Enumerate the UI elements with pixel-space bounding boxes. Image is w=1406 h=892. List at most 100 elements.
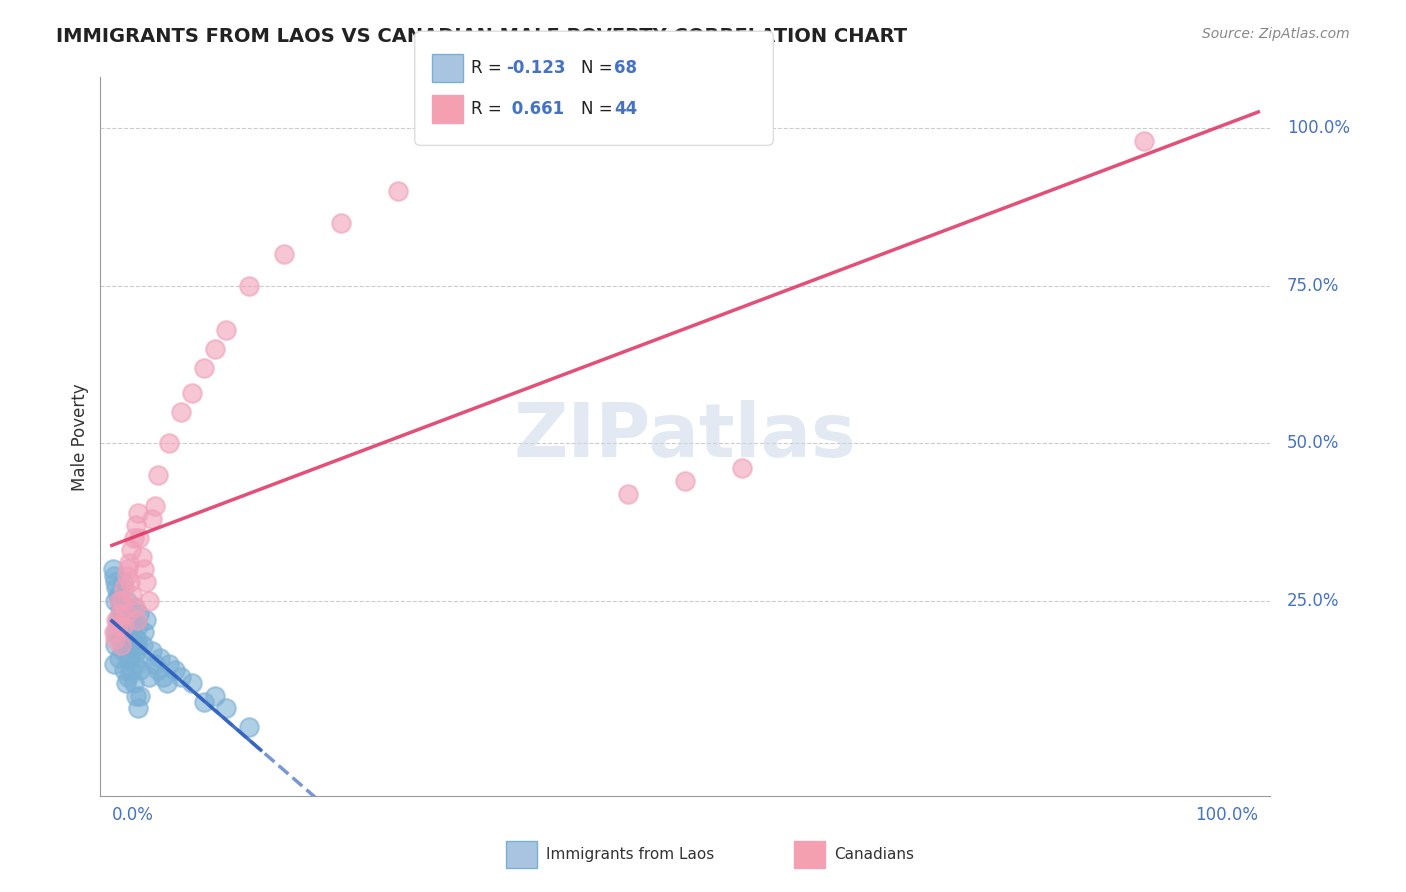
Point: [115, 568, 138, 582]
Point: [157, 436, 180, 450]
Point: [181, 676, 204, 690]
Point: [127, 701, 149, 715]
Point: [104, 638, 127, 652]
Text: 100.0%: 100.0%: [1286, 119, 1350, 136]
Text: Immigrants from Laos: Immigrants from Laos: [546, 847, 714, 862]
Point: [163, 663, 186, 677]
Text: 0.661: 0.661: [506, 100, 564, 118]
Point: [169, 670, 191, 684]
Point: [731, 461, 754, 475]
Point: [204, 342, 226, 356]
Point: [121, 613, 143, 627]
Point: [127, 619, 149, 633]
Point: [135, 574, 157, 589]
Point: [117, 613, 139, 627]
Point: [273, 247, 295, 261]
Point: [129, 663, 152, 677]
Point: [108, 600, 131, 615]
Point: [111, 613, 134, 627]
Point: [141, 644, 163, 658]
Point: [120, 574, 142, 589]
Point: [104, 632, 127, 646]
Point: [108, 607, 131, 621]
Point: [112, 574, 135, 589]
Point: [120, 663, 142, 677]
Point: [118, 650, 141, 665]
Point: [103, 625, 125, 640]
Point: [112, 625, 135, 640]
Text: R =: R =: [471, 59, 508, 77]
Point: [118, 650, 141, 665]
Point: [120, 543, 142, 558]
Point: [110, 600, 132, 615]
Point: [110, 619, 132, 633]
Point: [114, 607, 136, 621]
Point: [105, 582, 128, 596]
Point: [120, 625, 142, 640]
Point: [120, 619, 142, 633]
Point: [115, 594, 138, 608]
Point: [238, 720, 260, 734]
Point: [101, 562, 124, 576]
Point: [105, 613, 128, 627]
Text: 25.0%: 25.0%: [1286, 592, 1340, 610]
Text: -0.123: -0.123: [506, 59, 565, 77]
Text: 44: 44: [614, 100, 638, 118]
Point: [107, 650, 129, 665]
Point: [111, 607, 134, 621]
Point: [125, 518, 148, 533]
Point: [132, 625, 155, 640]
Point: [125, 632, 148, 646]
Point: [104, 594, 127, 608]
Point: [145, 500, 167, 514]
Text: 0.0%: 0.0%: [112, 805, 153, 824]
Point: [181, 385, 204, 400]
Point: [387, 184, 409, 198]
Point: [673, 474, 696, 488]
Point: [138, 594, 160, 608]
Point: [122, 676, 145, 690]
Point: [124, 600, 146, 615]
Point: [193, 360, 215, 375]
Point: [125, 689, 148, 703]
Point: [125, 613, 148, 627]
Point: [107, 588, 129, 602]
Point: [152, 670, 174, 684]
Point: [120, 638, 142, 652]
Point: [122, 531, 145, 545]
Point: [114, 676, 136, 690]
Point: [128, 607, 150, 621]
Point: [103, 568, 125, 582]
Point: [128, 531, 150, 545]
Point: [132, 638, 155, 652]
Text: ZIPatlas: ZIPatlas: [513, 401, 856, 474]
Point: [238, 278, 260, 293]
Point: [330, 215, 353, 229]
Point: [117, 670, 139, 684]
Text: 100.0%: 100.0%: [1195, 805, 1258, 824]
Point: [215, 323, 238, 337]
Point: [121, 588, 143, 602]
Point: [204, 689, 226, 703]
Y-axis label: Male Poverty: Male Poverty: [72, 384, 89, 491]
Point: [125, 644, 148, 658]
Text: 75.0%: 75.0%: [1286, 277, 1340, 294]
Point: [112, 582, 135, 596]
Point: [112, 619, 135, 633]
Text: R =: R =: [471, 100, 508, 118]
Point: [135, 613, 157, 627]
Point: [132, 562, 155, 576]
Point: [146, 467, 169, 482]
Point: [145, 657, 167, 671]
Point: [108, 632, 131, 646]
Text: 50.0%: 50.0%: [1286, 434, 1340, 452]
Point: [103, 657, 125, 671]
Point: [124, 657, 146, 671]
Text: IMMIGRANTS FROM LAOS VS CANADIAN MALE POVERTY CORRELATION CHART: IMMIGRANTS FROM LAOS VS CANADIAN MALE PO…: [56, 27, 907, 45]
Text: Canadians: Canadians: [834, 847, 914, 862]
Point: [129, 689, 152, 703]
Point: [127, 506, 149, 520]
Point: [1132, 134, 1154, 148]
Point: [149, 650, 172, 665]
Point: [111, 594, 134, 608]
